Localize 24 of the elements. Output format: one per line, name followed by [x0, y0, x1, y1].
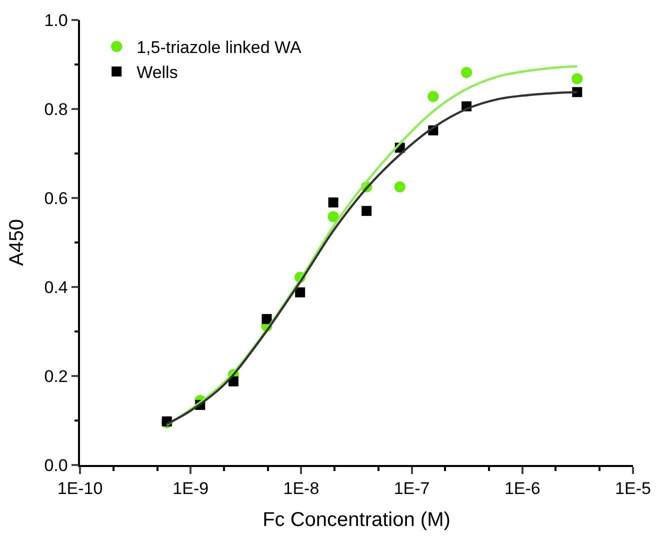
point [328, 211, 339, 222]
point [362, 206, 372, 216]
y-axis-title: A450 [6, 219, 28, 266]
point [295, 287, 306, 298]
x-tick-label: 1E-5 [615, 479, 651, 498]
point [461, 67, 472, 78]
y-tick-label: 0.2 [44, 366, 68, 386]
x-tick-label: 1E-8 [283, 479, 320, 498]
point [262, 314, 272, 324]
x-tick-label: 1E-6 [504, 479, 540, 498]
y-tick-label: 0.6 [44, 188, 68, 208]
x-tick-label: 1E-9 [172, 479, 209, 498]
x-tick-label: 1E-7 [394, 479, 430, 498]
point [394, 181, 406, 192]
y-tick-label: 0.8 [44, 100, 68, 119]
point [328, 197, 338, 208]
legend-label: Wells [136, 63, 178, 82]
point [428, 91, 439, 102]
legend-label: 1,5-triazole linked WA [136, 38, 302, 58]
y-tick-label: 1.0 [44, 10, 68, 30]
x-axis-title: Fc Concentration (M) [262, 509, 450, 532]
y-tick-label: 0.0 [44, 456, 68, 475]
x-tick-label: 1E-10 [57, 479, 103, 498]
y-tick-label: 0.4 [44, 278, 68, 297]
